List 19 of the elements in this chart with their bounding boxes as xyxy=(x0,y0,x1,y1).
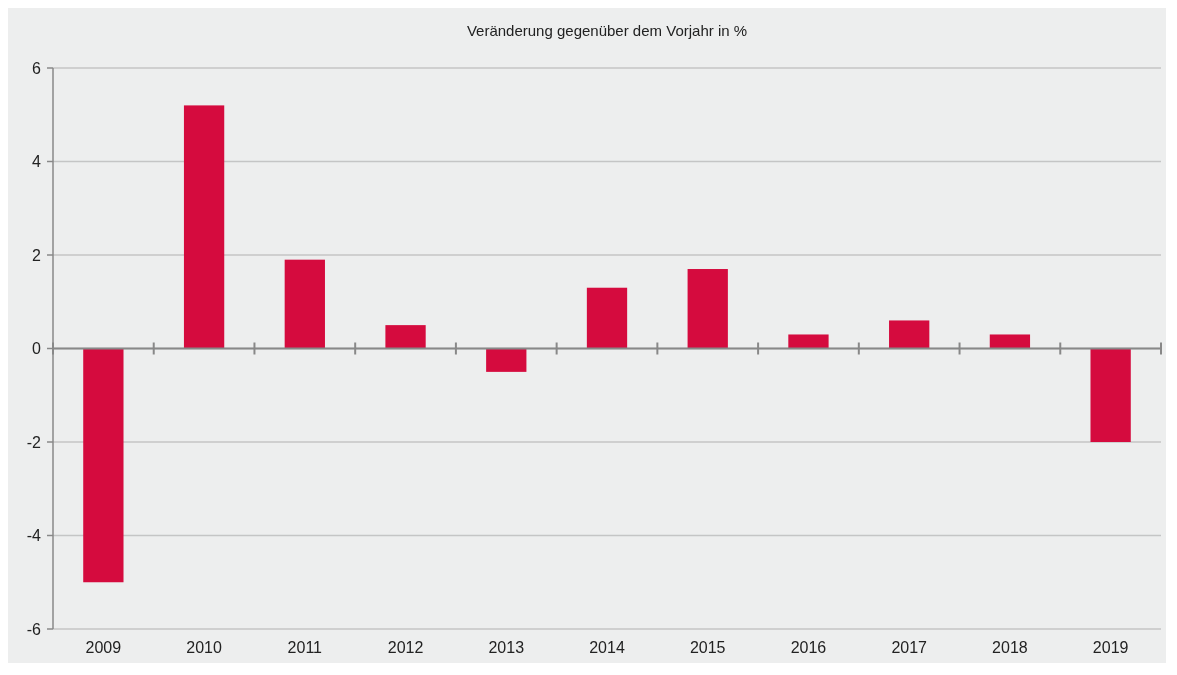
y-tick-label: 4 xyxy=(32,153,42,171)
chart-title: Veränderung gegenüber dem Vorjahr in % xyxy=(466,22,748,39)
x-tick-label: 2018 xyxy=(992,639,1028,656)
x-tick-label: 2015 xyxy=(689,639,726,656)
y-tick-label: 2 xyxy=(32,246,42,264)
x-tick-label: 2011 xyxy=(287,639,323,656)
x-tick-label: 2017 xyxy=(891,639,928,656)
x-tick-label: 2010 xyxy=(186,639,222,656)
y-tick-label: 6 xyxy=(32,59,42,77)
x-tick-label: 2014 xyxy=(589,639,625,656)
x-tick-label: 2013 xyxy=(488,639,525,656)
x-tick-label: 2009 xyxy=(85,639,122,656)
x-tick-label: 2016 xyxy=(790,639,827,656)
x-tick-label: 2012 xyxy=(387,639,424,656)
y-tick-label: -2 xyxy=(26,433,42,451)
y-tick-label: 0 xyxy=(32,340,42,358)
y-tick-label: -4 xyxy=(26,527,42,545)
x-tick-label: 2019 xyxy=(1092,639,1129,656)
y-tick-label: -6 xyxy=(26,620,42,638)
